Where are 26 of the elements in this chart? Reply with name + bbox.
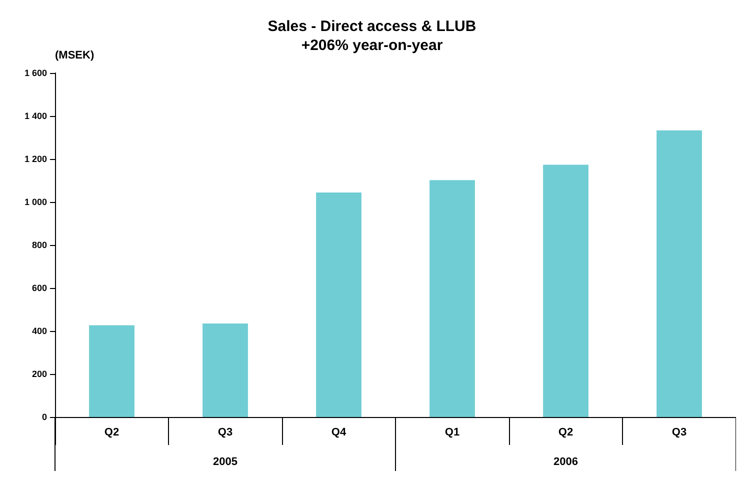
y-axis-title: (MSEK) [55, 50, 94, 62]
chart-subtitle: +206% year-on-year [301, 37, 443, 54]
y-tick-label: 800 [32, 240, 47, 250]
y-tick-label: 1 600 [24, 68, 47, 78]
y-tick-label: 1 000 [24, 197, 47, 207]
bar [89, 325, 134, 417]
bar [656, 130, 702, 417]
y-tick-label: 0 [42, 412, 47, 422]
chart-title: Sales - Direct access & LLUB [268, 18, 476, 35]
y-tick-label: 600 [32, 283, 47, 293]
bar [316, 192, 362, 417]
text: 2006 [554, 456, 578, 468]
bar [202, 323, 248, 417]
y-tick-label: 200 [32, 369, 47, 379]
x-tick-label: Q4 [331, 426, 347, 438]
y-tick-label: 1 200 [24, 154, 47, 164]
x-tick-label: Q2 [104, 426, 120, 438]
x-tick-label: Q1 [444, 426, 460, 438]
x-tick-label: Q2 [558, 426, 574, 438]
bar [543, 164, 588, 417]
text: 2005 [213, 456, 238, 468]
y-tick-label: 400 [32, 326, 47, 336]
x-tick-label: Q3 [672, 426, 687, 438]
y-tick-label: 1 400 [24, 111, 47, 121]
bar [430, 180, 475, 417]
x-tick-label: Q3 [218, 426, 233, 438]
